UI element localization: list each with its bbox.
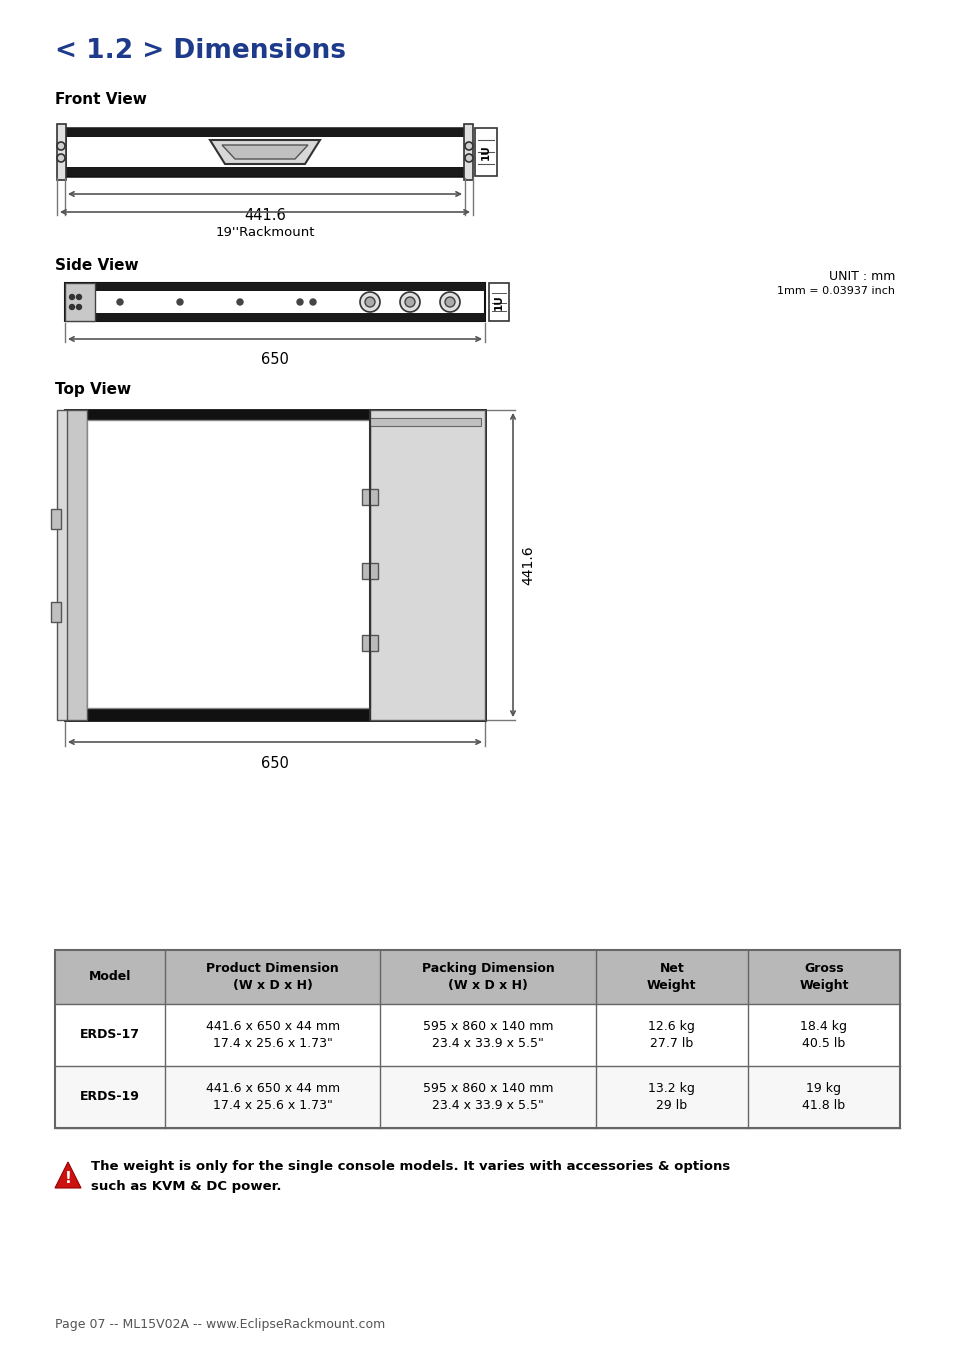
Text: such as KVM & DC power.: such as KVM & DC power. <box>91 1180 281 1193</box>
Circle shape <box>76 305 81 309</box>
Text: The weight is only for the single console models. It varies with accessories & o: The weight is only for the single consol… <box>91 1160 729 1173</box>
Text: 1U: 1U <box>480 144 491 159</box>
Circle shape <box>310 298 315 305</box>
Text: Page 07 -- ML15V02A -- www.EclipseRackmount.com: Page 07 -- ML15V02A -- www.EclipseRackmo… <box>55 1318 385 1331</box>
Polygon shape <box>222 144 308 159</box>
Text: Model: Model <box>89 971 131 984</box>
Bar <box>65 284 484 321</box>
Circle shape <box>57 154 65 162</box>
Bar <box>370 410 484 720</box>
Circle shape <box>399 292 419 312</box>
Text: 1mm = 0.03937 inch: 1mm = 0.03937 inch <box>776 286 894 296</box>
Text: Front View: Front View <box>55 92 147 107</box>
Text: 19 kg
41.8 lb: 19 kg 41.8 lb <box>801 1081 844 1112</box>
Bar <box>489 284 509 321</box>
Circle shape <box>296 298 303 305</box>
Circle shape <box>236 298 243 305</box>
Text: Product Dimension
(W x D x H): Product Dimension (W x D x H) <box>206 963 338 992</box>
Bar <box>370 418 480 427</box>
Bar <box>65 410 87 720</box>
Bar <box>87 420 370 707</box>
Circle shape <box>70 294 74 300</box>
Text: 595 x 860 x 140 mm
23.4 x 33.9 x 5.5": 595 x 860 x 140 mm 23.4 x 33.9 x 5.5" <box>422 1021 553 1050</box>
Text: 441.6: 441.6 <box>520 545 535 585</box>
Circle shape <box>464 142 473 150</box>
Polygon shape <box>210 140 319 163</box>
Bar <box>463 124 473 180</box>
Bar <box>55 950 899 1129</box>
Text: 650: 650 <box>261 756 289 771</box>
Bar <box>65 707 484 720</box>
Bar <box>57 410 67 720</box>
Circle shape <box>439 292 459 312</box>
Text: < 1.2 > Dimensions: < 1.2 > Dimensions <box>55 38 346 63</box>
Circle shape <box>117 298 123 305</box>
Text: 595 x 860 x 140 mm
23.4 x 33.9 x 5.5": 595 x 860 x 140 mm 23.4 x 33.9 x 5.5" <box>422 1081 553 1112</box>
Bar <box>65 128 464 176</box>
Text: !: ! <box>65 1170 71 1185</box>
Text: Packing Dimension
(W x D x H): Packing Dimension (W x D x H) <box>421 963 554 992</box>
Bar <box>361 489 377 505</box>
Text: Side View: Side View <box>55 258 138 273</box>
Bar <box>51 602 61 621</box>
Text: Top View: Top View <box>55 382 131 397</box>
Bar <box>65 410 484 420</box>
Circle shape <box>464 154 473 162</box>
Circle shape <box>57 142 65 150</box>
Bar <box>51 509 61 528</box>
Text: 13.2 kg
29 lb: 13.2 kg 29 lb <box>648 1081 695 1112</box>
Text: UNIT : mm: UNIT : mm <box>828 270 894 284</box>
Bar <box>65 410 484 720</box>
Text: 441.6 x 650 x 44 mm
17.4 x 25.6 x 1.73": 441.6 x 650 x 44 mm 17.4 x 25.6 x 1.73" <box>205 1081 339 1112</box>
Bar <box>65 313 484 321</box>
Text: 19''Rackmount: 19''Rackmount <box>215 225 314 239</box>
Text: 12.6 kg
27.7 lb: 12.6 kg 27.7 lb <box>648 1021 695 1050</box>
Bar <box>361 634 377 651</box>
Bar <box>475 128 497 176</box>
Text: Gross
Weight: Gross Weight <box>799 963 848 992</box>
Circle shape <box>177 298 183 305</box>
Text: ERDS-17: ERDS-17 <box>80 1029 140 1041</box>
Circle shape <box>70 305 74 309</box>
Bar <box>65 128 464 136</box>
Text: 441.6 x 650 x 44 mm
17.4 x 25.6 x 1.73": 441.6 x 650 x 44 mm 17.4 x 25.6 x 1.73" <box>205 1021 339 1050</box>
Circle shape <box>365 297 375 306</box>
Bar <box>55 950 899 1004</box>
Text: 650: 650 <box>261 352 289 367</box>
Text: 1U: 1U <box>494 294 503 310</box>
Polygon shape <box>55 1162 81 1188</box>
Circle shape <box>76 294 81 300</box>
Circle shape <box>359 292 379 312</box>
Bar <box>65 284 484 292</box>
Bar <box>55 1066 899 1129</box>
Text: 441.6: 441.6 <box>244 208 286 223</box>
Bar <box>65 167 464 176</box>
Text: 18.4 kg
40.5 lb: 18.4 kg 40.5 lb <box>800 1021 846 1050</box>
Bar <box>361 563 377 579</box>
Bar <box>57 124 66 180</box>
Circle shape <box>405 297 415 306</box>
Bar <box>55 1004 899 1066</box>
Text: Net
Weight: Net Weight <box>646 963 696 992</box>
Text: ERDS-19: ERDS-19 <box>80 1091 140 1103</box>
Circle shape <box>444 297 455 306</box>
Bar <box>65 284 95 321</box>
